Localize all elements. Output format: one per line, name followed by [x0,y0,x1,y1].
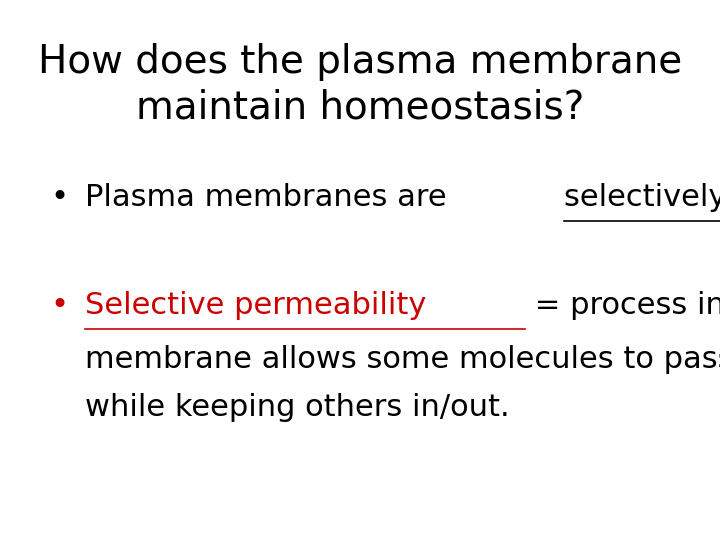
Text: while keeping others in/out.: while keeping others in/out. [85,393,510,422]
Text: Plasma membranes are: Plasma membranes are [85,183,456,212]
Text: How does the plasma membrane
maintain homeostasis?: How does the plasma membrane maintain ho… [38,43,682,127]
Text: •: • [50,183,68,212]
Text: selectively permeable: selectively permeable [564,183,720,212]
Text: membrane allows some molecules to pass: membrane allows some molecules to pass [85,345,720,374]
Text: Selective permeability: Selective permeability [85,291,426,320]
Text: = process in which a: = process in which a [526,291,720,320]
Text: •: • [50,291,68,320]
